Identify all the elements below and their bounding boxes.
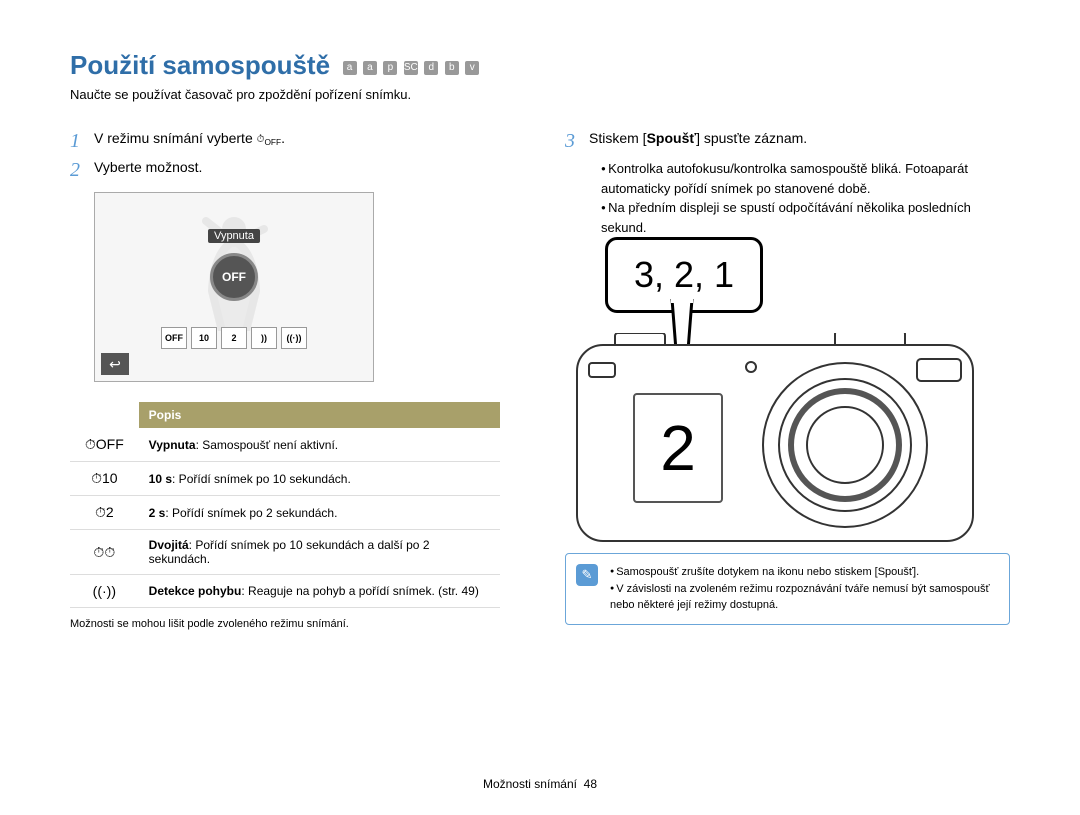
row-rest: : Samospoušť není aktivní. (196, 438, 339, 452)
row-icon: ⏱OFF (70, 428, 139, 462)
mode-icon: a (363, 61, 377, 75)
footer-section: Možnosti snímání (483, 777, 577, 791)
mode-icon: v (465, 61, 479, 75)
row-icon: ((·)) (70, 575, 139, 608)
back-button[interactable]: ↩ (101, 353, 129, 375)
page-footer: Možnosti snímání 48 (0, 777, 1080, 791)
table-row: ⏱2 2 s: Pořídí snímek po 2 sekundách. (70, 496, 500, 530)
row-rest: : Reaguje na pohyb a pořídí snímek. (str… (241, 584, 478, 598)
mode-icon: SCN (404, 61, 418, 75)
row-bold: Detekce pohybu (149, 584, 242, 598)
row-bold: 2 s (149, 506, 166, 520)
camera-screen-mock: Vypnuta OFF OFF 10 2 )) ((·)) ↩ (94, 192, 374, 382)
row-rest: : Pořídí snímek po 10 sekundách a další … (149, 538, 430, 566)
mode-icon: a (343, 61, 357, 75)
row-icon: ⏱10 (70, 462, 139, 496)
off-badge-icon: OFF (210, 253, 258, 301)
options-table: Možnost Popis ⏱OFF Vypnuta: Samospoušť n… (70, 402, 500, 608)
step3-bullet: Na předním displeji se spustí odpočítává… (601, 198, 1010, 237)
step-number-2: 2 (70, 159, 94, 182)
table-row: ((·)) Detekce pohybu: Reaguje na pohyb a… (70, 575, 500, 608)
left-column: 1 V režimu snímání vyberte ⏱OFF. 2 Vyber… (70, 130, 515, 630)
footer-page-number: 48 (584, 777, 597, 791)
row-bold: Vypnuta (149, 438, 196, 452)
row-bold: Dvojitá (149, 538, 189, 552)
table-row: ⏱⏱ Dvojitá: Pořídí snímek po 10 sekundác… (70, 530, 500, 575)
timer-option-row: OFF 10 2 )) ((·)) (161, 327, 307, 349)
right-column: 3 Stiskem [Spoušť] spusťte záznam. Kontr… (565, 130, 1010, 630)
row-icon: ⏱⏱ (70, 530, 139, 575)
row-bold: 10 s (149, 472, 172, 486)
option-off-icon[interactable]: OFF (161, 327, 187, 349)
mode-icon: d (424, 61, 438, 75)
option-10s-icon[interactable]: 10 (191, 327, 217, 349)
table-row: ⏱OFF Vypnuta: Samospoušť není aktivní. (70, 428, 500, 462)
note-box: ✎ Samospoušť zrušíte dotykem na ikonu ne… (565, 553, 1010, 625)
timer-off-icon: ⏱OFF (257, 134, 281, 147)
row-rest: : Pořídí snímek po 2 sekundách. (165, 506, 337, 520)
mode-icon-row: a a p SCN d b v (343, 57, 482, 75)
step-1-text: V režimu snímání vyberte (94, 130, 253, 146)
note-item: Samospoušť zrušíte dotykem na ikonu nebo… (610, 564, 997, 581)
step3-bullet: Kontrolka autofokusu/kontrolka samospouš… (601, 159, 1010, 198)
option-double-icon[interactable]: )) (251, 327, 277, 349)
table-row: ⏱10 10 s: Pořídí snímek po 10 sekundách. (70, 462, 500, 496)
option-2s-icon[interactable]: 2 (221, 327, 247, 349)
page-title: Použití samospouště (70, 50, 330, 81)
row-icon: ⏱2 (70, 496, 139, 530)
mode-icon: b (445, 61, 459, 75)
step-number-3: 3 (565, 130, 589, 153)
step-2-text: Vyberte možnost. (94, 159, 202, 175)
table-header-desc: Popis (139, 402, 500, 428)
mode-icon: p (383, 61, 397, 75)
front-display-countdown: 2 (633, 393, 723, 503)
subtitle-text: Naučte se používat časovač pro zpoždění … (70, 87, 1010, 102)
option-motion-icon[interactable]: ((·)) (281, 327, 307, 349)
table-header-option: Možnost (70, 402, 139, 428)
camera-illustration: 3, 2, 1 2 (565, 243, 995, 543)
screen-option-label: Vypnuta (208, 229, 260, 243)
note-icon: ✎ (576, 564, 598, 586)
table-footnote: Možnosti se mohou lišit podle zvoleného … (70, 618, 515, 630)
row-rest: : Pořídí snímek po 10 sekundách. (172, 472, 351, 486)
step-3-text: Stiskem [Spoušť] spusťte záznam. (589, 130, 807, 146)
step-number-1: 1 (70, 130, 94, 153)
note-item: V závislosti na zvoleném režimu rozpozná… (610, 581, 997, 614)
